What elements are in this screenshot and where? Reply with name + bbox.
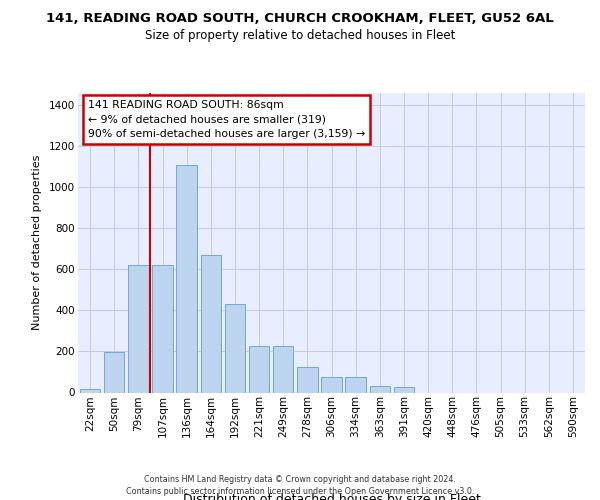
- Bar: [370, 386, 390, 392]
- Bar: [224, 304, 245, 392]
- Text: Size of property relative to detached houses in Fleet: Size of property relative to detached ho…: [145, 29, 455, 42]
- Bar: [128, 265, 149, 392]
- Bar: [80, 390, 100, 392]
- Bar: [152, 265, 173, 392]
- Bar: [273, 346, 293, 393]
- Text: 141 READING ROAD SOUTH: 86sqm
← 9% of detached houses are smaller (319)
90% of s: 141 READING ROAD SOUTH: 86sqm ← 9% of de…: [88, 100, 365, 139]
- Bar: [321, 377, 342, 392]
- Bar: [297, 367, 317, 392]
- Bar: [200, 255, 221, 392]
- Y-axis label: Number of detached properties: Number of detached properties: [32, 155, 42, 330]
- Bar: [346, 377, 366, 392]
- X-axis label: Distribution of detached houses by size in Fleet: Distribution of detached houses by size …: [182, 493, 481, 500]
- Bar: [176, 166, 197, 392]
- Text: 141, READING ROAD SOUTH, CHURCH CROOKHAM, FLEET, GU52 6AL: 141, READING ROAD SOUTH, CHURCH CROOKHAM…: [46, 12, 554, 24]
- Text: Contains HM Land Registry data © Crown copyright and database right 2024.
Contai: Contains HM Land Registry data © Crown c…: [126, 474, 474, 496]
- Bar: [104, 352, 124, 393]
- Bar: [249, 346, 269, 393]
- Bar: [394, 388, 414, 392]
